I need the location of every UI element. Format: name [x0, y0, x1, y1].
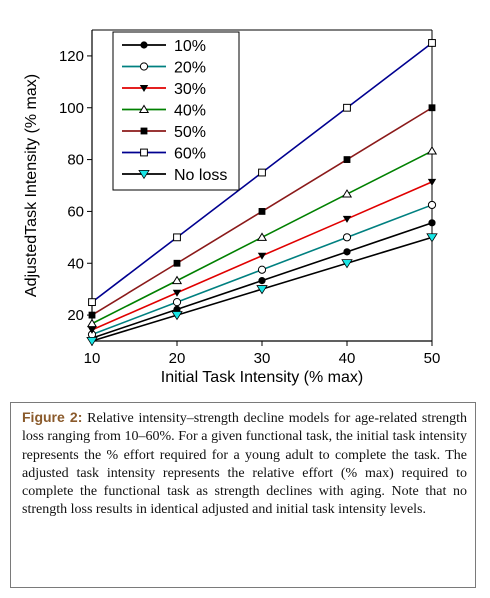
data-point [258, 168, 266, 177]
caption-text: Relative intensity–strength decline mode… [22, 411, 467, 518]
data-point [343, 248, 351, 256]
y-tick-label: 100 [59, 100, 84, 117]
y-tick-label: 40 [67, 255, 84, 272]
legend-item: No loss [122, 167, 227, 184]
data-point [342, 233, 352, 242]
data-point [342, 215, 352, 223]
legend-item: 10% [122, 38, 206, 55]
data-point [172, 289, 182, 297]
data-point [88, 311, 96, 319]
data-point [88, 298, 96, 307]
data-point [86, 336, 98, 347]
series-20 [87, 200, 437, 339]
figure-caption: Figure 2: Relative intensity–strength de… [10, 402, 476, 588]
data-point [172, 298, 182, 307]
y-tick-label: 120 [59, 48, 84, 65]
x-tick-label: 20 [169, 350, 186, 367]
legend-label: 60% [174, 146, 206, 163]
x-tick-label: 10 [84, 350, 101, 367]
data-point [257, 265, 267, 274]
legend-label: 50% [174, 124, 206, 141]
data-point [258, 277, 266, 285]
data-point [341, 259, 353, 269]
data-point [173, 259, 181, 267]
legend-item: 20% [122, 60, 206, 77]
legend-marker [140, 127, 148, 135]
legend-label: 40% [174, 103, 206, 120]
line-chart: 10 20 30 40 50 20 40 60 80 100 120 Initial Task Int… [23, 29, 441, 386]
x-axis-title: Initial Task Intensity (% max) [161, 369, 363, 386]
legend-label: 30% [174, 81, 206, 98]
legend-marker [140, 148, 148, 157]
data-point [343, 103, 351, 112]
y-axis-title: AdjustedTask Intensity (% max) [23, 74, 40, 297]
data-point [173, 233, 181, 242]
data-point [257, 252, 267, 260]
data-point [87, 326, 97, 334]
legend-item: 60% [122, 146, 206, 163]
y-tick-label: 20 [67, 307, 84, 324]
data-point [256, 232, 268, 241]
series-60 [88, 39, 436, 307]
y-tick-label: 80 [67, 152, 84, 169]
legend-label: No loss [174, 167, 227, 184]
data-point [428, 104, 436, 112]
legend-item: 40% [122, 103, 206, 120]
data-point [426, 233, 438, 243]
x-tick-label: 30 [254, 350, 271, 367]
data-point [343, 156, 351, 163]
series-no-loss [86, 233, 438, 347]
legend-marker [138, 104, 150, 113]
y-tick-label: 60 [67, 203, 84, 220]
legend-label: 10% [174, 38, 206, 55]
legend-marker [140, 41, 148, 49]
legend-item: 50% [122, 124, 206, 141]
legend-marker [139, 85, 149, 92]
data-point [256, 285, 268, 295]
data-point [426, 146, 438, 155]
legend-box [112, 31, 240, 191]
data-point [427, 200, 437, 210]
data-point [428, 39, 436, 47]
legend-label: 20% [174, 60, 206, 77]
data-point [258, 208, 266, 215]
data-point [341, 189, 353, 198]
data-point [428, 219, 436, 227]
data-point [427, 178, 437, 186]
caption-label: Figure 2: [22, 409, 83, 425]
data-point [171, 275, 183, 285]
legend: 10% 20% 30% 40% 50% 60% No loss [112, 31, 240, 191]
series-50 [88, 104, 436, 319]
data-point [171, 311, 183, 321]
data-point [86, 318, 98, 328]
legend-marker [138, 169, 150, 180]
series-30 [87, 178, 437, 334]
x-tick-label: 50 [424, 350, 441, 367]
series-40 [86, 146, 438, 328]
x-tick-label: 40 [339, 350, 356, 367]
legend-marker [139, 62, 149, 71]
legend-item: 30% [122, 81, 206, 98]
